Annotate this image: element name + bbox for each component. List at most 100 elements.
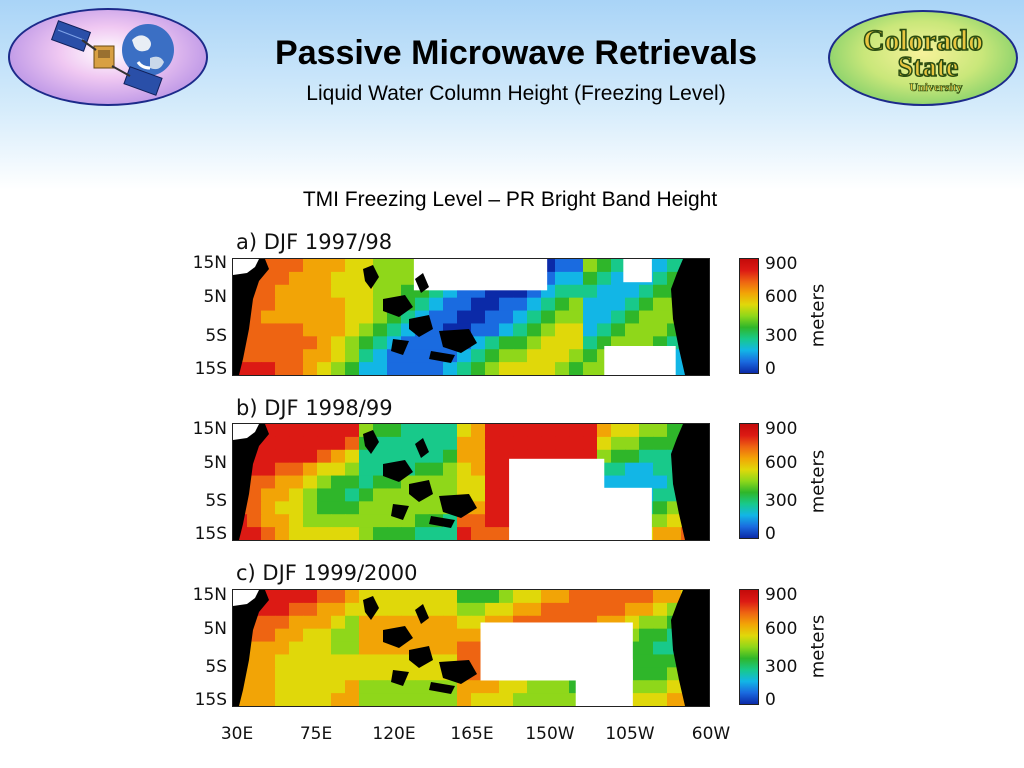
field-cell (499, 310, 514, 325)
field-cell (275, 436, 290, 451)
field-cell (513, 349, 528, 363)
field-cell (247, 680, 262, 694)
field-cell (569, 323, 584, 337)
field-cell (345, 693, 360, 706)
field-cell (387, 602, 402, 617)
field-cell (485, 693, 500, 706)
field-cell (569, 310, 584, 325)
field-cell (373, 654, 388, 668)
field-cell (471, 462, 486, 477)
field-cell (303, 514, 318, 528)
field-cell (261, 527, 276, 540)
field-cell (653, 527, 668, 540)
island-landmass (439, 329, 477, 353)
field-cell (527, 424, 542, 438)
field-cell (499, 336, 514, 350)
colorbar-tick: 300 (765, 491, 798, 511)
field-cell (485, 436, 500, 451)
field-cell (345, 514, 360, 528)
field-cell (583, 590, 598, 604)
field-cell (457, 590, 472, 604)
field-cell (499, 349, 514, 363)
field-cell (289, 436, 304, 451)
field-cell (667, 424, 682, 438)
field-cell (639, 462, 654, 477)
lon-label: 105W (605, 724, 655, 744)
field-cell (625, 475, 640, 490)
field-cell (331, 271, 346, 286)
field-cell (303, 310, 318, 325)
field-cell (555, 336, 570, 350)
field-cell (485, 590, 500, 604)
field-cell (499, 362, 514, 375)
field-cell (583, 259, 598, 273)
field-cell (541, 424, 556, 438)
field-cell (527, 693, 542, 706)
field-cell (359, 284, 374, 299)
field-cell (443, 628, 458, 643)
field-cell (597, 284, 612, 299)
field-cell (569, 436, 584, 451)
field-cell (359, 488, 374, 502)
field-cell (331, 667, 346, 681)
field-cell (485, 349, 500, 363)
field-cell (373, 336, 388, 350)
field-cell (261, 667, 276, 681)
field-cell (331, 527, 346, 540)
field-cell (429, 693, 444, 706)
field-cell (261, 628, 276, 643)
colorbar-a (739, 258, 759, 374)
colorbar-tick: 600 (765, 287, 798, 307)
island-landmass (429, 516, 455, 528)
field-cell (653, 693, 668, 706)
lat-label: 5S (205, 657, 227, 677)
field-cell (303, 475, 318, 490)
field-cell (583, 271, 598, 286)
field-cell (569, 424, 584, 438)
field-cell (513, 362, 528, 375)
field-cell (247, 654, 262, 668)
field-cell (583, 336, 598, 350)
field-cell (639, 602, 654, 617)
field-cell (275, 654, 290, 668)
panel-b-contours (233, 424, 709, 540)
field-cell (359, 475, 374, 490)
field-cell (555, 693, 570, 706)
field-cell (639, 615, 654, 630)
field-cell (247, 349, 262, 363)
field-cell (653, 488, 668, 502)
field-cell (471, 602, 486, 617)
field-cell (513, 590, 528, 604)
field-cell (289, 667, 304, 681)
field-cell (289, 297, 304, 312)
figure-title: TMI Freezing Level – PR Bright Band Heig… (302, 188, 718, 211)
field-cell (611, 310, 626, 325)
field-cell (457, 424, 472, 438)
field-cell (527, 362, 542, 375)
field-cell (457, 297, 472, 312)
field-cell (583, 297, 598, 312)
field-cell (415, 297, 430, 312)
field-cell (373, 475, 388, 490)
field-cell (247, 323, 262, 337)
field-cell (275, 590, 290, 604)
field-cell (289, 527, 304, 540)
field-cell (303, 259, 318, 273)
field-cell (303, 590, 318, 604)
field-cell (597, 323, 612, 337)
field-cell (359, 641, 374, 656)
field-cell (261, 680, 276, 694)
field-cell (289, 424, 304, 438)
field-cell (653, 667, 668, 681)
field-cell (261, 349, 276, 363)
page-title: Passive Microwave Retrievals (275, 34, 757, 72)
colorbar-tick: 0 (765, 359, 776, 379)
field-cell (429, 475, 444, 490)
field-cell (485, 310, 500, 325)
field-cell (513, 310, 528, 325)
field-cell (275, 310, 290, 325)
field-cell (443, 641, 458, 656)
colorbar-tick: 600 (765, 453, 798, 473)
field-cell (611, 259, 626, 273)
field-cell (317, 310, 332, 325)
